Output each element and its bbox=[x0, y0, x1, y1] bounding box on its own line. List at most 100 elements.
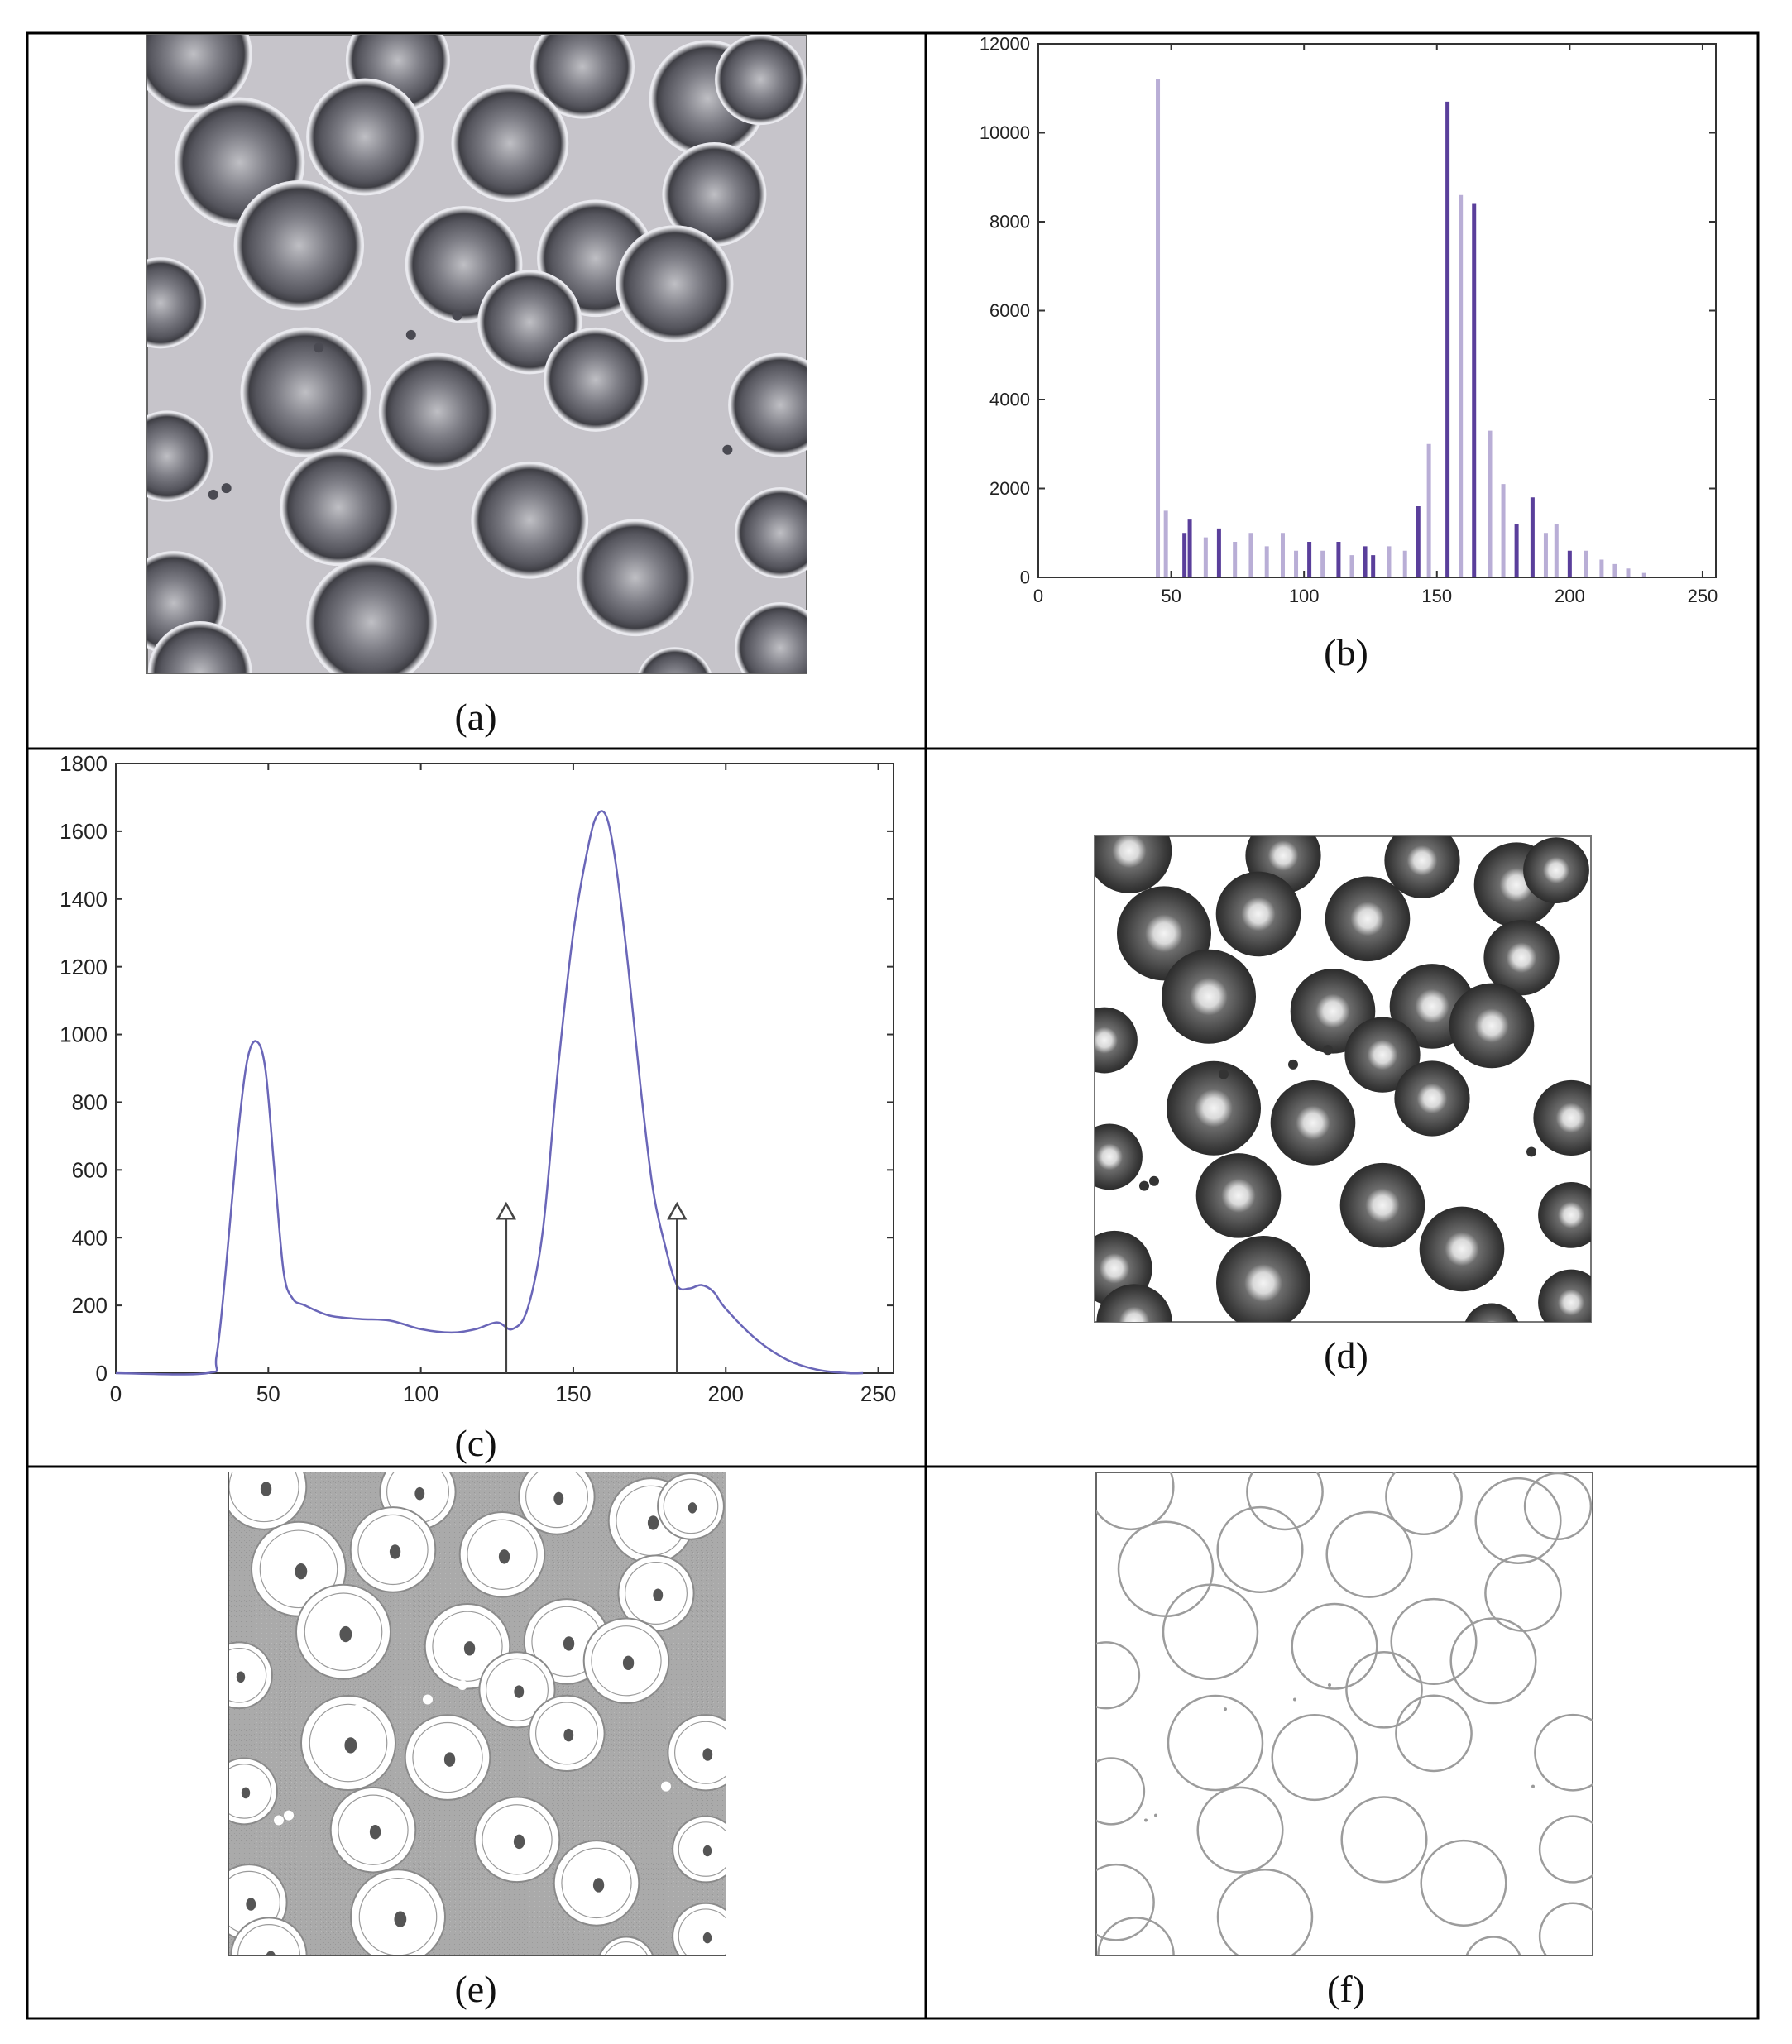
b-ytick-label: 10000 bbox=[980, 122, 1030, 143]
debris-dot bbox=[1328, 1683, 1331, 1687]
debris-dot bbox=[1531, 1784, 1535, 1788]
red-blood-cell bbox=[1533, 1079, 1591, 1156]
panel-e-segmented-image bbox=[228, 1472, 726, 1972]
red-blood-cell bbox=[236, 183, 362, 309]
cell-edge-contour bbox=[1162, 1583, 1259, 1680]
cell-edge-contour bbox=[1271, 1714, 1358, 1802]
b-bar bbox=[1349, 555, 1354, 577]
cell-edge-contour bbox=[1538, 1902, 1593, 1955]
cell-edge-contour bbox=[1096, 1863, 1155, 1941]
cell-edge-contour bbox=[1196, 1786, 1284, 1874]
red-blood-cell bbox=[1095, 1007, 1138, 1074]
segmented-cell-core bbox=[246, 1898, 256, 1911]
red-blood-cell bbox=[578, 521, 692, 634]
red-blood-cell bbox=[618, 227, 731, 341]
segmented-cell-core bbox=[702, 1748, 713, 1761]
c-ytick-label: 1000 bbox=[60, 1022, 108, 1047]
c-ytick-label: 1800 bbox=[60, 751, 108, 776]
b-ytick-label: 4000 bbox=[989, 390, 1030, 410]
red-blood-cell bbox=[147, 412, 211, 500]
segmented-cell-core bbox=[463, 1641, 476, 1656]
c-ytick-label: 1200 bbox=[60, 955, 108, 979]
b-bar bbox=[1336, 542, 1341, 577]
b-bar bbox=[1567, 550, 1572, 577]
b-bar bbox=[1626, 568, 1631, 577]
segmented-cell bbox=[667, 1714, 726, 1792]
b-bar bbox=[1514, 524, 1519, 577]
cell-edge-contour bbox=[1216, 1505, 1304, 1593]
cell-edge-contour bbox=[1465, 1936, 1521, 1955]
segmented-cell-inner-ring bbox=[482, 1804, 553, 1875]
segmented-cell-core bbox=[688, 1502, 697, 1514]
debris-dot bbox=[661, 1781, 671, 1792]
cell-edge-contour bbox=[1167, 1694, 1264, 1792]
red-blood-cell bbox=[147, 35, 250, 111]
red-blood-cell bbox=[381, 355, 494, 468]
segmented-cell bbox=[672, 1902, 726, 1955]
segmented-cell-inner-ring bbox=[525, 1472, 588, 1529]
segmented-cell-core bbox=[295, 1563, 308, 1580]
cell-edge-contour bbox=[1449, 1617, 1537, 1705]
segmented-cell-core bbox=[443, 1752, 456, 1767]
red-blood-cell bbox=[1095, 836, 1172, 893]
b-xtick-label: 150 bbox=[1421, 586, 1452, 606]
cell-edge-contour bbox=[1534, 1713, 1593, 1792]
segmented-cell-core bbox=[241, 1787, 251, 1799]
c-ytick-label: 1600 bbox=[60, 819, 108, 844]
red-blood-cell bbox=[1449, 983, 1535, 1069]
debris-dot bbox=[314, 342, 324, 353]
segmented-cell-core bbox=[236, 1671, 246, 1683]
red-blood-cell bbox=[1339, 1162, 1425, 1248]
segmented-cell-core bbox=[624, 1962, 631, 1972]
c-histogram-curve bbox=[115, 810, 864, 1376]
debris-dot bbox=[274, 1815, 284, 1826]
segmented-cell-inner-ring bbox=[229, 1472, 299, 1523]
red-blood-cell bbox=[736, 604, 807, 673]
red-blood-cell bbox=[1384, 836, 1460, 898]
cell-edge-contour bbox=[1216, 1869, 1314, 1955]
red-blood-cell bbox=[1394, 1060, 1470, 1137]
b-bar bbox=[1554, 524, 1559, 577]
cell-edge-contour bbox=[1538, 1815, 1593, 1884]
b-xtick-label: 250 bbox=[1688, 586, 1718, 606]
b-bar bbox=[1156, 79, 1161, 577]
red-blood-cell bbox=[1344, 1017, 1421, 1093]
cell-edge-contour bbox=[1096, 1472, 1175, 1531]
red-blood-cell bbox=[1538, 1269, 1591, 1322]
segmented-cell-inner-ring bbox=[309, 1703, 388, 1783]
debris-dot bbox=[284, 1810, 294, 1821]
panel-c-smoothed-histogram: 0 50 100 150 200 250 0 200 400 600 800 1000 1200 1400… bbox=[60, 751, 896, 1406]
b-bar bbox=[1233, 542, 1238, 577]
debris-dot bbox=[353, 1704, 363, 1715]
red-blood-cell bbox=[242, 329, 368, 456]
debris-dot bbox=[1154, 1813, 1157, 1817]
red-blood-cell bbox=[1167, 1060, 1261, 1156]
segmented-cell-inner-ring bbox=[304, 1592, 383, 1672]
b-bar bbox=[1402, 550, 1407, 577]
table-frame bbox=[26, 31, 1760, 2020]
b-bar bbox=[1501, 484, 1506, 577]
b-bar bbox=[1264, 546, 1269, 577]
red-blood-cell bbox=[147, 259, 204, 347]
debris-dot bbox=[458, 1679, 467, 1690]
b-bar bbox=[1363, 546, 1368, 577]
debris-dot bbox=[208, 489, 218, 500]
red-blood-cell bbox=[1523, 837, 1589, 903]
segmented-cell-core bbox=[563, 1636, 575, 1651]
red-blood-cell bbox=[716, 36, 805, 124]
segmented-cell-core bbox=[344, 1737, 357, 1754]
b-ytick-label: 8000 bbox=[989, 212, 1030, 232]
segmented-cell-core bbox=[266, 1951, 276, 1955]
debris-dot bbox=[1139, 1180, 1149, 1191]
b-bar bbox=[1371, 555, 1376, 577]
red-blood-cell bbox=[1215, 871, 1301, 957]
c-threshold-marker-arrow bbox=[496, 1201, 516, 1220]
b-bar bbox=[1426, 443, 1431, 577]
c-ytick-label: 200 bbox=[72, 1293, 108, 1318]
red-blood-cell bbox=[309, 559, 434, 673]
b-bar bbox=[1641, 572, 1646, 577]
caption-c: (c) bbox=[454, 1422, 497, 1464]
b-bar bbox=[1163, 510, 1168, 577]
red-blood-cell bbox=[150, 623, 251, 673]
debris-dot bbox=[423, 1694, 433, 1705]
